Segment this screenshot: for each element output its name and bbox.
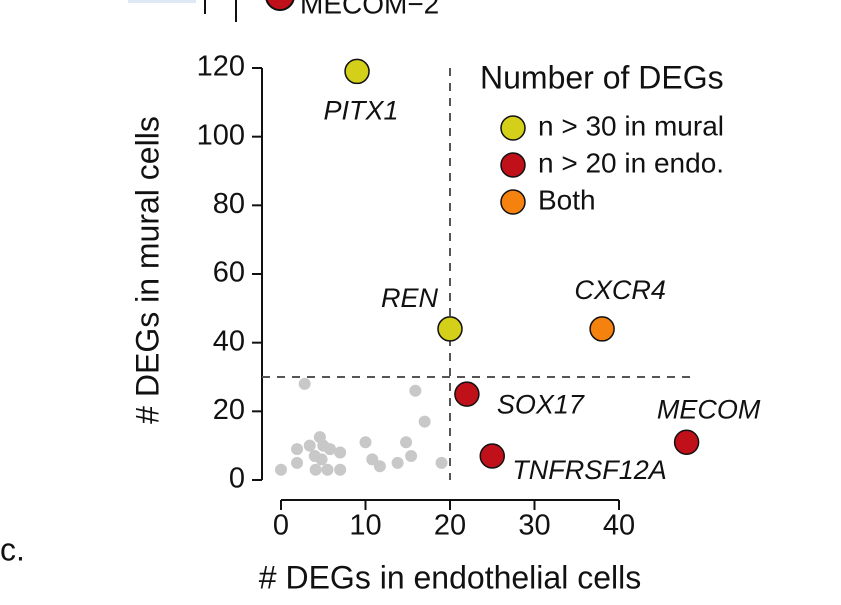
point xyxy=(418,415,431,428)
y-tick-label: 100 xyxy=(197,119,245,151)
point xyxy=(291,443,304,456)
point xyxy=(334,463,347,476)
point-label: TNFRSF12A xyxy=(512,455,667,485)
point xyxy=(344,58,370,85)
x-tick-label: 30 xyxy=(518,510,550,542)
y-tick-label: 80 xyxy=(213,188,245,220)
point xyxy=(303,439,316,452)
x-tick-label: 10 xyxy=(349,510,381,542)
point-label: CXCR4 xyxy=(574,275,666,305)
cropped-label: MECOM−2 xyxy=(300,0,439,19)
panel-label: c. xyxy=(0,531,25,567)
legend-label: Both xyxy=(538,184,596,215)
y-axis-title: # DEGs in mural cells xyxy=(129,116,165,424)
point xyxy=(673,429,700,455)
cropped-box xyxy=(128,0,196,3)
cropped-marker xyxy=(265,0,295,11)
point xyxy=(373,460,386,473)
point xyxy=(400,436,413,449)
point xyxy=(298,377,311,390)
point-label: SOX17 xyxy=(497,389,585,419)
point xyxy=(321,463,334,476)
point xyxy=(275,463,287,476)
point xyxy=(435,456,448,469)
point xyxy=(454,381,480,407)
point xyxy=(334,446,347,459)
point xyxy=(309,463,322,476)
point-label: REN xyxy=(381,283,439,313)
point xyxy=(366,453,379,466)
legend-title: Number of DEGs xyxy=(480,59,724,95)
point xyxy=(589,316,615,342)
point xyxy=(291,456,304,469)
x-tick-label: 0 xyxy=(273,510,289,542)
legend-marker xyxy=(500,115,526,141)
y-tick-label: 0 xyxy=(229,463,245,495)
legend-marker xyxy=(500,189,526,215)
point xyxy=(409,384,422,397)
y-tick-label: 40 xyxy=(213,325,245,357)
point-label: MECOM xyxy=(657,394,761,424)
point xyxy=(391,456,404,469)
y-tick-label: 60 xyxy=(213,257,245,289)
y-tick-label: 20 xyxy=(213,394,245,426)
point xyxy=(324,443,337,456)
y-tick-label: 120 xyxy=(197,51,245,83)
point xyxy=(479,443,505,469)
x-tick-label: 20 xyxy=(434,510,466,542)
legend-label: n > 20 in endo. xyxy=(538,147,724,178)
point-label: PITX1 xyxy=(324,96,399,126)
legend-label: n > 30 in mural xyxy=(538,110,724,141)
point xyxy=(437,316,463,342)
legend-marker xyxy=(500,152,526,178)
point xyxy=(315,453,328,466)
x-axis-title: # DEGs in endothelial cells xyxy=(259,559,641,595)
x-tick-label: 40 xyxy=(603,510,635,542)
point xyxy=(405,449,418,462)
point xyxy=(359,436,372,449)
